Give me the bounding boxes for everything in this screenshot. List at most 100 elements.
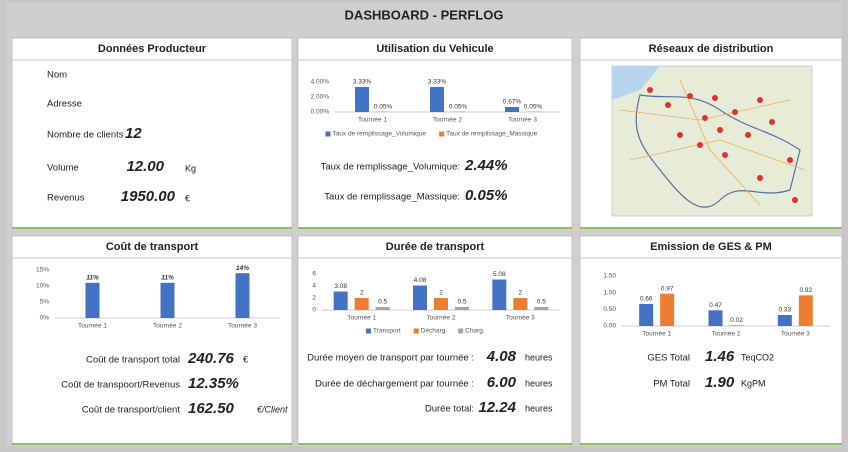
y-tick-label: 10% — [36, 283, 49, 290]
value-label: 3.33% — [353, 79, 372, 86]
bar — [513, 298, 527, 310]
panel-title: Emission de GES & PM — [650, 241, 772, 253]
bar — [799, 295, 813, 326]
x-tick-label: Tournée 3 — [508, 117, 537, 124]
x-tick-label: Tournée 1 — [642, 331, 671, 338]
value-label: 2 — [439, 290, 443, 297]
map-pin — [757, 175, 763, 181]
x-tick-label: Tournée 3 — [506, 315, 535, 322]
kpi-unit: heures — [525, 352, 553, 362]
value-label: 0.5 — [537, 299, 546, 306]
kpi-label: Durée moyen de transport par tournée : — [307, 353, 474, 364]
field-value: 12 — [125, 125, 142, 142]
dashboard-title: DASHBOARD - PERFLOG — [345, 7, 504, 22]
kpi-unit: heures — [525, 378, 553, 388]
x-tick-label: Tournée 2 — [427, 315, 456, 322]
panel-title: Données Producteur — [98, 43, 207, 55]
value-label: 0.05% — [449, 103, 468, 110]
y-tick-label: 2 — [312, 295, 316, 302]
legend-swatch — [366, 329, 371, 334]
x-tick-label: Tournée 2 — [153, 323, 182, 330]
value-label: 3.33% — [428, 79, 447, 86]
map-pin — [792, 197, 798, 203]
kpi-value: 162.50 — [188, 400, 235, 417]
y-tick-label: 0.00 — [603, 323, 616, 330]
legend-label: Charg. — [465, 328, 485, 335]
dashboard: DASHBOARD - PERFLOG Données Producteur U… — [0, 0, 848, 452]
x-tick-label: Tournée 2 — [433, 117, 462, 124]
map — [612, 66, 812, 216]
y-tick-label: 6 — [312, 271, 316, 278]
map-background — [612, 66, 812, 216]
x-tick-label: Tournée 2 — [712, 331, 741, 338]
value-label: 0.05% — [524, 103, 543, 110]
kpi-unit: heures — [525, 403, 553, 413]
kpi-value: 1.46 — [705, 348, 735, 365]
field-label: Nom — [47, 70, 67, 81]
y-tick-label: 2.00% — [311, 94, 330, 101]
kpi-label: Coût de transport/client — [82, 405, 181, 416]
map-pin — [677, 132, 683, 138]
panel-title: Réseaux de distribution — [649, 43, 774, 55]
bar — [430, 87, 444, 112]
field-unit: Kg — [185, 163, 196, 173]
legend-swatch — [414, 329, 419, 334]
value-label: 0.05% — [374, 103, 393, 110]
value-label: 3.08 — [334, 283, 347, 290]
x-tick-label: Tournée 3 — [228, 323, 257, 330]
map-pin — [702, 115, 708, 121]
bar — [86, 283, 100, 318]
legend-label: Décharg. — [421, 328, 448, 335]
bar — [161, 283, 175, 318]
bar — [355, 87, 369, 112]
y-tick-label: 0.00% — [311, 109, 330, 116]
panel-title: Coût de transport — [106, 241, 199, 253]
map-pin — [757, 97, 763, 103]
bar — [660, 294, 674, 326]
legend-label: Transport — [373, 328, 401, 335]
field-unit: € — [185, 193, 190, 203]
bar — [455, 307, 469, 310]
kpi-label: Taux de remplissage_Massique: — [324, 192, 460, 203]
field-label: Nombre de clients — [47, 130, 124, 141]
kpi-label: GES Total — [647, 353, 690, 364]
kpi-value: 12.35% — [188, 375, 239, 392]
value-label: 11% — [86, 275, 99, 282]
y-tick-label: 0 — [312, 307, 316, 314]
value-label: 14% — [236, 265, 249, 272]
y-tick-label: 4 — [312, 283, 316, 290]
y-tick-label: 1.50 — [603, 273, 616, 280]
map-pin — [697, 142, 703, 148]
map-pin — [687, 93, 693, 99]
map-pin — [712, 95, 718, 101]
bar — [355, 298, 369, 310]
panel — [580, 236, 842, 444]
map-pin — [717, 127, 723, 133]
legend-swatch — [439, 132, 444, 137]
y-tick-label: 0% — [40, 315, 50, 322]
value-label: 2 — [360, 290, 364, 297]
bar — [778, 315, 792, 326]
bar — [639, 304, 653, 326]
value-label: 0.5 — [457, 299, 466, 306]
x-tick-label: Tournée 1 — [358, 117, 387, 124]
y-tick-label: 0.50 — [603, 306, 616, 313]
kpi-unit: TeqCO2 — [741, 352, 774, 362]
kpi-value: 12.24 — [478, 399, 516, 416]
kpi-value: 6.00 — [487, 374, 517, 391]
value-label: 4.08 — [414, 277, 427, 284]
map-pin — [722, 152, 728, 158]
map-pin — [745, 132, 751, 138]
kpi-label: Durée de déchargement par tournée : — [315, 379, 474, 390]
value-label: 0.47 — [709, 302, 722, 309]
x-tick-label: Tournée 1 — [347, 315, 376, 322]
field-label: Revenus — [47, 193, 85, 204]
value-label: 0.66 — [640, 296, 653, 303]
bar — [413, 286, 427, 310]
field-value: 12.00 — [126, 158, 164, 175]
bar — [376, 307, 390, 310]
field-label: Volume — [47, 163, 79, 174]
legend-swatch — [325, 132, 330, 137]
kpi-value: 1.90 — [705, 374, 735, 391]
kpi-value: 4.08 — [486, 348, 517, 365]
